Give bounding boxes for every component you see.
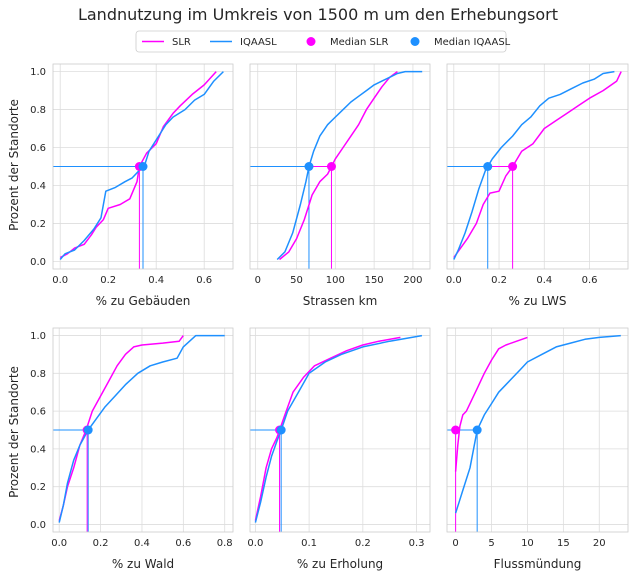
plot-frame [249, 327, 431, 533]
x-tick-label: 0.6 [582, 275, 598, 286]
plot-frame [446, 327, 629, 533]
x-tick-label: 0.3 [409, 538, 425, 549]
panel-5: 0.0 0.1 0.2 0.3 % zu Erholung [247, 327, 431, 571]
series-line-slr [453, 71, 622, 259]
median-point-iqaasl [472, 425, 482, 435]
x-tick-label: 0.8 [217, 538, 233, 549]
plot-frame [52, 327, 234, 533]
median-point-iqaasl [483, 162, 493, 171]
series-line-slr [59, 71, 217, 259]
x-tick-label: 0.2 [100, 275, 116, 286]
median-point-slr [451, 425, 461, 435]
median-point-iqaasl [83, 425, 93, 435]
panels: 0.0 0.2 0.4 0.6 0.0 0.2 0.4 0.6 0.8 1.0 % zu Gebäu… [30, 63, 629, 571]
x-tick-label: 50 [290, 275, 303, 286]
legend-dot-marker [306, 37, 316, 46]
y-tick-label: 0.8 [30, 369, 46, 380]
x-tick-label: 0.0 [247, 538, 263, 549]
x-tick-label: 0.2 [491, 275, 507, 286]
panel-1: 0.0 0.2 0.4 0.6 0.0 0.2 0.4 0.6 0.8 1.0 % zu Gebäu… [30, 63, 234, 308]
x-tick-label: 0.4 [134, 538, 150, 549]
plot-frame [446, 63, 629, 270]
legend-entry-1: IQAASL [210, 37, 277, 48]
median-point-slr [326, 162, 336, 171]
plot-frame [52, 63, 234, 270]
panel-3: 0.0 0.2 0.4 0.6 % zu LWS [446, 63, 629, 308]
x-axis-label: % zu Gebäuden [96, 294, 191, 308]
data-layer [250, 70, 423, 269]
legend: SLR IQAASL Median SLR Median IQAASL [135, 30, 511, 53]
y-tick-label: 0.0 [30, 520, 46, 531]
panel-4: 0.0 0.2 0.4 0.6 0.8 0.0 0.2 0.4 0.6 0.8 1.0 % zu Wa… [30, 327, 234, 571]
ylabel-row-2: Prozent der Standorte [7, 366, 21, 498]
panel-6: 0 5 10 15 20 Flussmündung [446, 327, 629, 571]
x-axis-label: Flussmündung [494, 557, 582, 571]
median-point-iqaasl [276, 425, 286, 435]
x-tick-label: 0 [255, 275, 261, 286]
legend-dot-marker [410, 37, 420, 46]
y-tick-label: 0.0 [30, 257, 46, 268]
legend-label: SLR [172, 37, 191, 48]
x-tick-label: 100 [326, 275, 345, 286]
y-tick-label: 0.4 [30, 181, 46, 192]
x-tick-label: 0.0 [51, 538, 67, 549]
series-line-slr [454, 336, 528, 472]
series-line-iqaasl [254, 334, 423, 523]
x-axis-label: % zu Wald [112, 557, 174, 571]
legend-label: Median SLR [330, 37, 388, 48]
y-tick-label: 0.8 [30, 105, 46, 116]
median-point-iqaasl [304, 162, 314, 171]
x-axis-label: Strassen km [303, 294, 378, 308]
x-tick-label: 0 [452, 538, 458, 549]
y-tick-label: 0.2 [30, 482, 46, 493]
data-layer [447, 70, 622, 269]
series-line-slr [58, 335, 184, 521]
x-tick-label: 10 [521, 538, 534, 549]
y-tick-label: 0.6 [30, 143, 46, 154]
median-point-iqaasl [138, 162, 148, 171]
series-line-iqaasl [276, 70, 423, 261]
series-line-iqaasl [454, 334, 621, 514]
y-tick-label: 1.0 [30, 331, 46, 342]
legend-frame [135, 30, 507, 53]
y-tick-label: 0.6 [30, 407, 46, 418]
x-tick-label: 200 [403, 275, 422, 286]
legend-entry-0: SLR [142, 37, 191, 48]
legend-label: Median IQAASL [434, 37, 511, 48]
x-tick-label: 0.0 [52, 275, 68, 286]
x-tick-label: 0.4 [148, 275, 164, 286]
legend-entry-3: Median IQAASL [410, 37, 511, 48]
x-tick-label: 0.2 [93, 538, 109, 549]
data-layer [250, 334, 423, 532]
series-line-slr [279, 70, 398, 261]
x-tick-label: 0.0 [446, 275, 462, 286]
y-tick-label: 1.0 [30, 67, 46, 78]
chart-title: Landnutzung im Umkreis von 1500 m um den… [78, 5, 558, 24]
x-axis-label: % zu LWS [508, 294, 566, 308]
x-tick-label: 0.2 [355, 538, 371, 549]
x-tick-label: 20 [593, 538, 606, 549]
x-tick-label: 150 [365, 275, 384, 286]
plot-frame [249, 63, 431, 270]
legend-label: IQAASL [240, 37, 277, 48]
median-point-slr [508, 162, 518, 171]
ylabel-row-1: Prozent der Standorte [7, 99, 21, 231]
x-tick-label: 0.6 [196, 275, 212, 286]
y-tick-label: 0.4 [30, 444, 46, 455]
x-tick-label: 15 [557, 538, 570, 549]
series-line-iqaasl [453, 70, 615, 260]
data-layer [53, 334, 225, 532]
series-line-slr [254, 336, 401, 521]
legend-entry-2: Median SLR [306, 37, 388, 48]
series-line-iqaasl [58, 334, 225, 523]
x-tick-label: 0.4 [536, 275, 552, 286]
x-tick-label: 5 [488, 538, 494, 549]
x-axis-label: % zu Erholung [297, 557, 383, 571]
y-tick-label: 0.2 [30, 219, 46, 230]
x-tick-label: 0.6 [175, 538, 191, 549]
x-tick-label: 0.1 [301, 538, 317, 549]
panel-2: 0 50 100 150 200 Strassen km [249, 63, 431, 308]
